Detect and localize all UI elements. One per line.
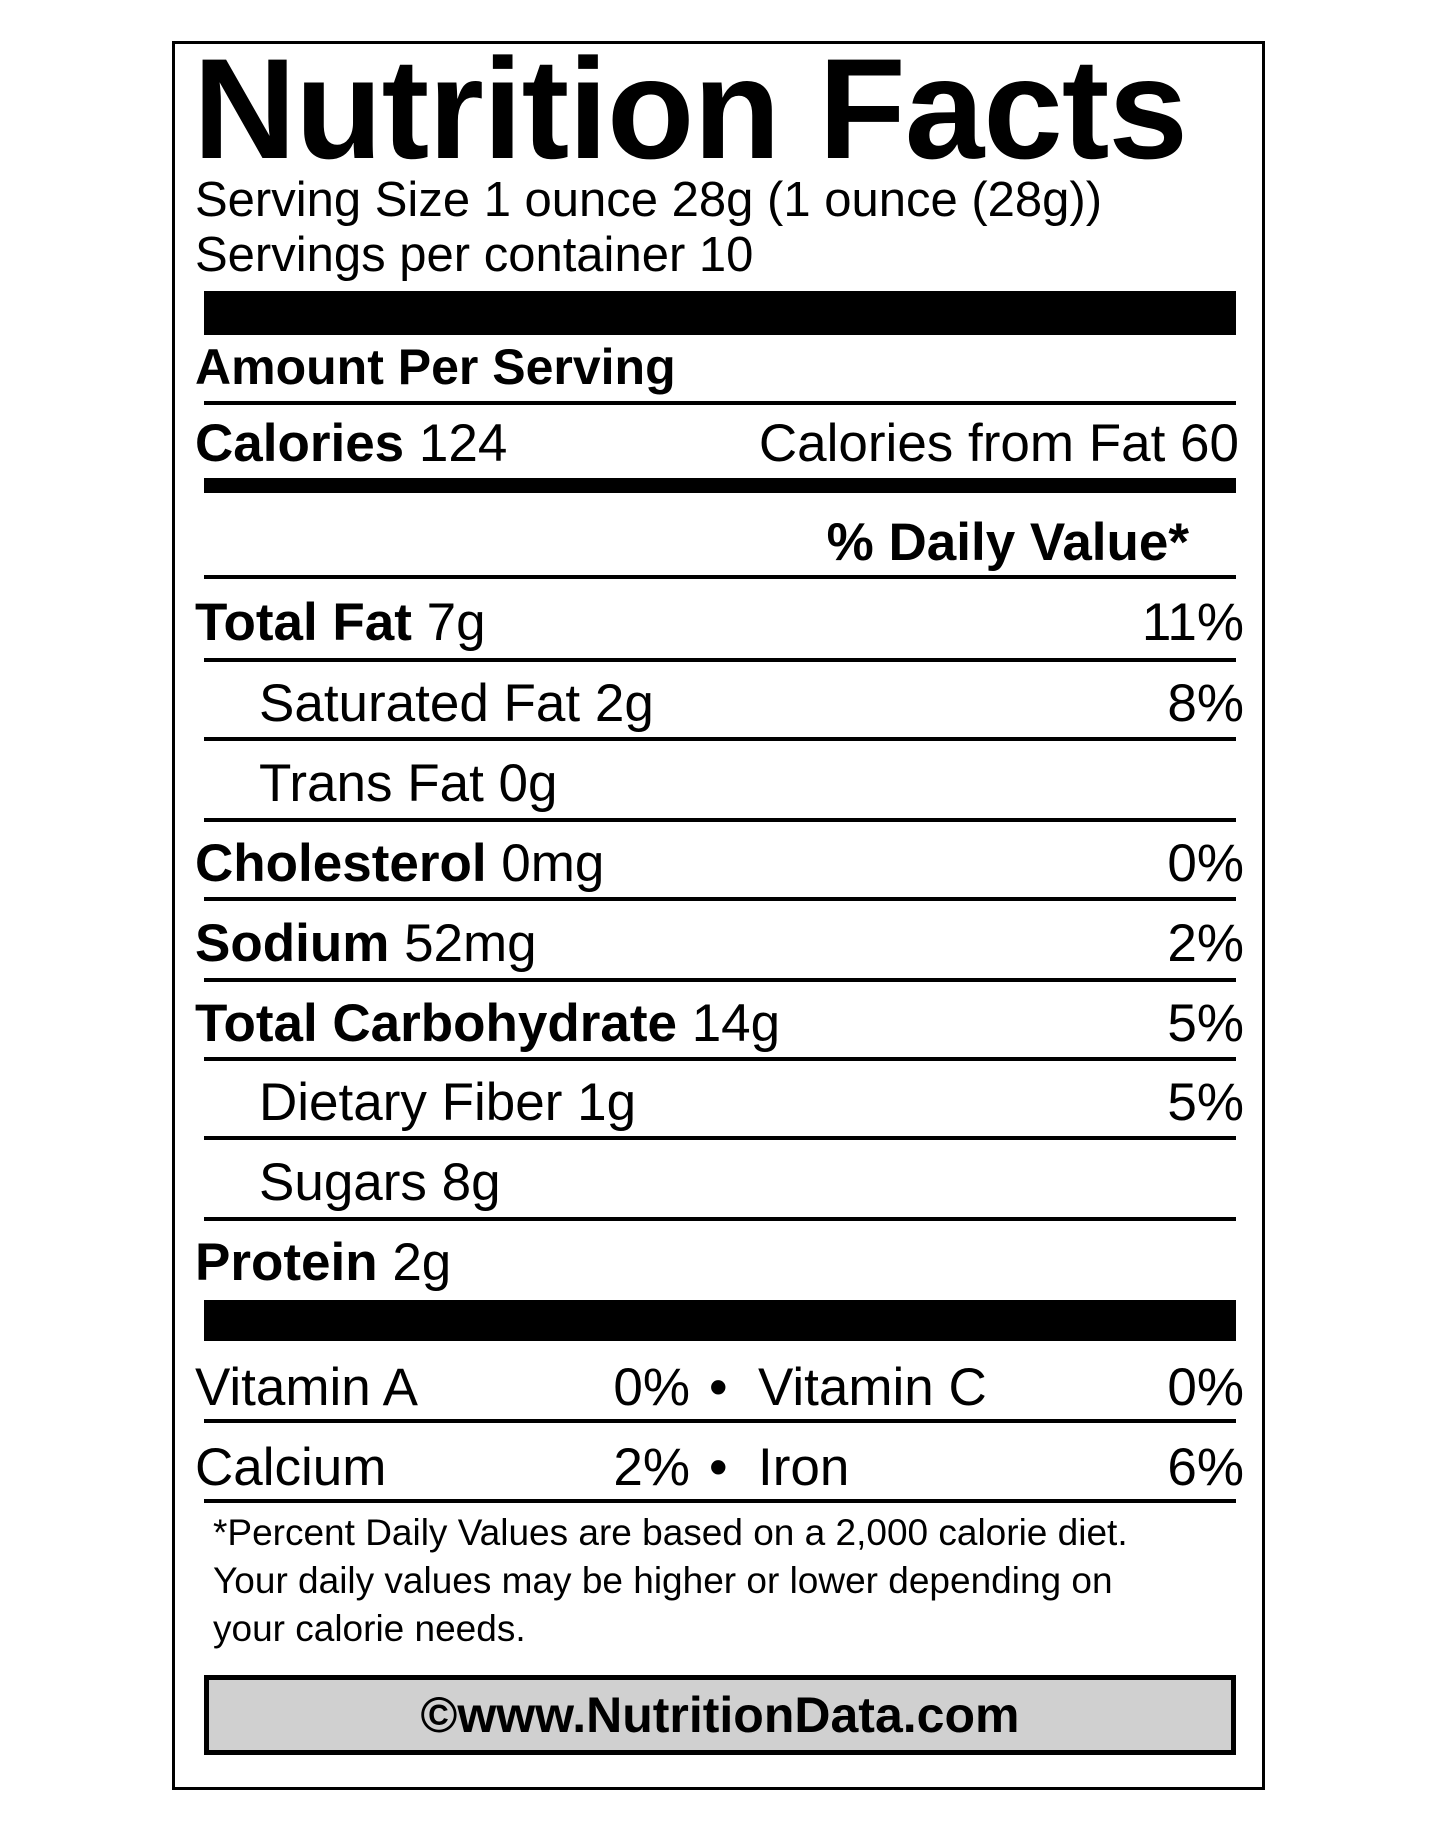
nutrient-amount: 8g	[441, 1153, 501, 1212]
nutrient-label: Dietary Fiber	[259, 1073, 563, 1132]
nutrient-label: Cholesterol	[195, 834, 487, 893]
serving-size: Serving Size 1 ounce 28g (1 ounce (28g))	[195, 173, 1103, 227]
divider	[204, 1499, 1236, 1503]
divider	[204, 658, 1236, 662]
divider	[204, 978, 1236, 982]
nutrient-amount: 1g	[577, 1073, 637, 1132]
bullet: •	[709, 1358, 728, 1417]
nutrient-row: Total Fat 7g 11%	[195, 579, 1244, 662]
amount-per-serving: Amount Per Serving	[195, 339, 676, 395]
nutrient-row: Total Carbohydrate 14g 5%	[195, 982, 1244, 1061]
divider	[204, 737, 1236, 741]
medium-divider	[204, 478, 1236, 493]
iron-value: 6%	[1167, 1438, 1244, 1497]
calories-value: 124	[418, 414, 508, 473]
nutrient-label: Protein	[195, 1233, 378, 1292]
footnote-line: Your daily values may be higher or lower…	[213, 1560, 1113, 1601]
nutrient-label: Saturated Fat	[259, 674, 581, 733]
footnote-line: your calorie needs.	[213, 1608, 526, 1649]
calcium-label: Calcium	[195, 1438, 387, 1497]
nutrient-row: Protein 2g	[195, 1221, 1244, 1300]
nutrient-daily-value: 5%	[1167, 1073, 1244, 1132]
divider	[204, 575, 1236, 579]
nutrient-amount: 0mg	[501, 834, 605, 893]
calories-label: Calories	[195, 414, 405, 473]
nutrient-daily-value: 0%	[1167, 834, 1244, 893]
iron-label: Iron	[758, 1438, 850, 1497]
nutrient-daily-value: 8%	[1167, 674, 1244, 733]
calcium-value: 2%	[613, 1438, 690, 1497]
nutrient-amount: 2g	[392, 1233, 452, 1292]
nutrient-amount: 2g	[594, 674, 654, 733]
divider	[204, 818, 1236, 822]
vitamin-c-value: 0%	[1167, 1358, 1244, 1417]
nutrient-amount: 7g	[426, 593, 486, 652]
nutrient-row: Sodium 52mg 2%	[195, 901, 1244, 982]
divider	[204, 897, 1236, 901]
thick-divider	[204, 1300, 1236, 1341]
bullet: •	[709, 1438, 728, 1497]
calories-from-fat: Calories from Fat 60	[758, 414, 1239, 473]
nutrient-amount: 14g	[691, 994, 781, 1053]
nutrient-label: Total Carbohydrate	[195, 994, 677, 1053]
divider	[204, 1136, 1236, 1140]
divider	[204, 1057, 1236, 1061]
servings-per-container: Servings per container 10	[195, 228, 754, 282]
nutrient-daily-value: 11%	[1141, 593, 1244, 652]
label-border	[172, 41, 1265, 1790]
nutrient-label: Trans Fat	[259, 754, 484, 813]
label-title: Nutrition Facts	[193, 30, 1188, 189]
vitamin-a-value: 0%	[613, 1358, 690, 1417]
nutrient-label: Sugars	[259, 1153, 427, 1212]
footnote: *Percent Daily Values are based on a 2,0…	[213, 1509, 1233, 1653]
nutrient-daily-value: 5%	[1167, 994, 1244, 1053]
divider	[204, 401, 1236, 405]
calories-row: Calories 124 Calories from Fat 60	[195, 405, 1244, 478]
divider	[204, 1419, 1236, 1423]
nutrient-amount: 0g	[498, 754, 558, 813]
nutrient-row: Dietary Fiber 1g 5%	[195, 1061, 1244, 1140]
nutrient-row: Sugars 8g	[195, 1140, 1244, 1221]
divider	[204, 1217, 1236, 1221]
thick-divider	[204, 291, 1236, 335]
vitamin-a-label: Vitamin A	[195, 1358, 418, 1417]
nutrient-row: Cholesterol 0mg 0%	[195, 822, 1244, 901]
nutrient-row: Trans Fat 0g	[195, 741, 1244, 822]
copyright-link[interactable]: ©www.NutritionData.com	[204, 1675, 1236, 1755]
nutrient-label: Total Fat	[195, 593, 412, 652]
nutrient-amount: 52mg	[404, 914, 537, 973]
vitamin-c-label: Vitamin C	[758, 1358, 987, 1417]
footnote-line: *Percent Daily Values are based on a 2,0…	[213, 1512, 1128, 1553]
nutrient-daily-value: 2%	[1167, 914, 1244, 973]
nutrient-row: Saturated Fat 2g 8%	[195, 662, 1244, 741]
daily-value-header: % Daily Value*	[826, 513, 1189, 572]
nutrient-label: Sodium	[195, 914, 390, 973]
